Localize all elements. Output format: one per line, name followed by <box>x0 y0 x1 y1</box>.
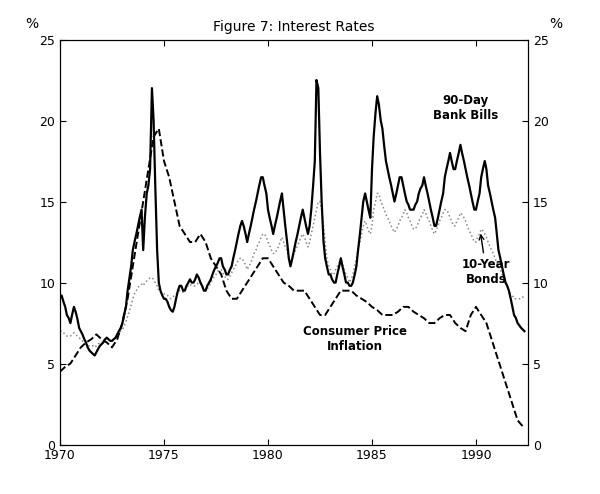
Text: %: % <box>550 17 563 32</box>
Text: Consumer Price
Inflation: Consumer Price Inflation <box>304 325 407 353</box>
Text: 90-Day
Bank Bills: 90-Day Bank Bills <box>433 93 498 122</box>
Text: %: % <box>25 17 38 32</box>
Title: Figure 7: Interest Rates: Figure 7: Interest Rates <box>213 20 375 34</box>
Text: 10-Year
Bonds: 10-Year Bonds <box>462 235 511 286</box>
